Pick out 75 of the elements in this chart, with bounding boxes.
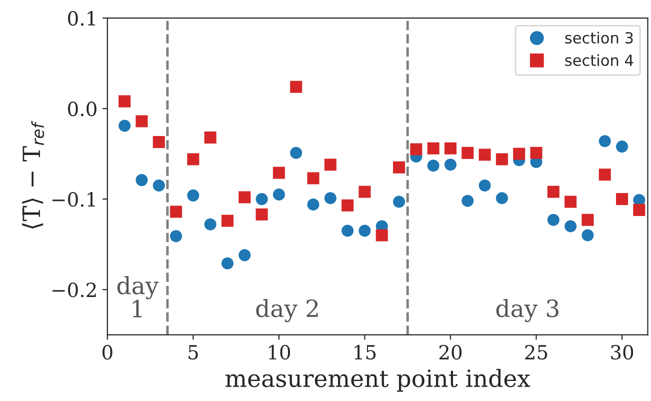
point [256, 208, 268, 220]
point [136, 174, 148, 186]
point [118, 120, 131, 132]
point [633, 204, 646, 216]
point [376, 229, 388, 242]
point [393, 161, 406, 174]
point [427, 160, 440, 172]
legend-label: section 4 [565, 54, 634, 66]
point [478, 179, 491, 192]
point [136, 115, 148, 128]
point [290, 146, 302, 159]
annotation: day 1 [117, 276, 159, 318]
point [307, 198, 320, 211]
point [290, 80, 302, 93]
point [582, 214, 594, 226]
point [187, 153, 200, 166]
point [547, 214, 560, 226]
point [616, 140, 628, 153]
point [444, 142, 456, 154]
point [444, 158, 456, 171]
x-tick-label: 10 [268, 344, 290, 360]
point [616, 193, 628, 206]
y-tick-label: 0.1 [68, 11, 95, 26]
x-tick-label: 5 [188, 345, 198, 360]
point [598, 168, 611, 181]
point [598, 135, 611, 148]
point [272, 188, 285, 201]
point [152, 179, 165, 192]
point [342, 224, 354, 237]
x-tick-label: 0 [102, 344, 112, 360]
y-tick-label: −0.2 [52, 282, 96, 298]
point [187, 189, 200, 202]
point [547, 186, 560, 198]
point [513, 148, 526, 160]
y-tick-label: 0.0 [68, 102, 96, 116]
x-axis-title: measurement point index [226, 368, 530, 392]
point [462, 146, 474, 159]
point [152, 136, 165, 148]
point [358, 224, 371, 237]
x-tick-label: 25 [525, 344, 548, 360]
point [410, 143, 422, 156]
annotation: day 2 [256, 298, 318, 322]
point [221, 214, 234, 227]
point [221, 257, 234, 270]
point [342, 199, 354, 212]
annotation: day 3 [496, 298, 558, 322]
x-tick-label: 20 [439, 344, 462, 360]
point [564, 220, 577, 232]
point [427, 142, 440, 154]
point [324, 158, 336, 171]
point [478, 148, 491, 161]
point [582, 229, 594, 242]
point [238, 249, 251, 262]
point [238, 191, 251, 204]
point [170, 230, 182, 242]
x-tick-label: 15 [354, 344, 376, 360]
point [307, 172, 320, 184]
point [496, 153, 508, 166]
point [496, 192, 508, 204]
point [118, 95, 131, 108]
point [170, 206, 182, 218]
point [462, 194, 474, 207]
legend-label: section 3 [565, 32, 633, 44]
point [530, 146, 542, 159]
point [393, 196, 406, 208]
point [358, 186, 371, 198]
point [204, 218, 216, 230]
x-tick-label: 30 [611, 344, 634, 360]
point [272, 166, 285, 179]
point [324, 192, 336, 204]
y-axis-title: ⟨T̄⟩ − T$_{ref}$ [22, 120, 44, 229]
point [204, 132, 216, 144]
point [256, 193, 268, 206]
y-tick-label: −0.1 [52, 192, 95, 207]
point [564, 196, 577, 208]
